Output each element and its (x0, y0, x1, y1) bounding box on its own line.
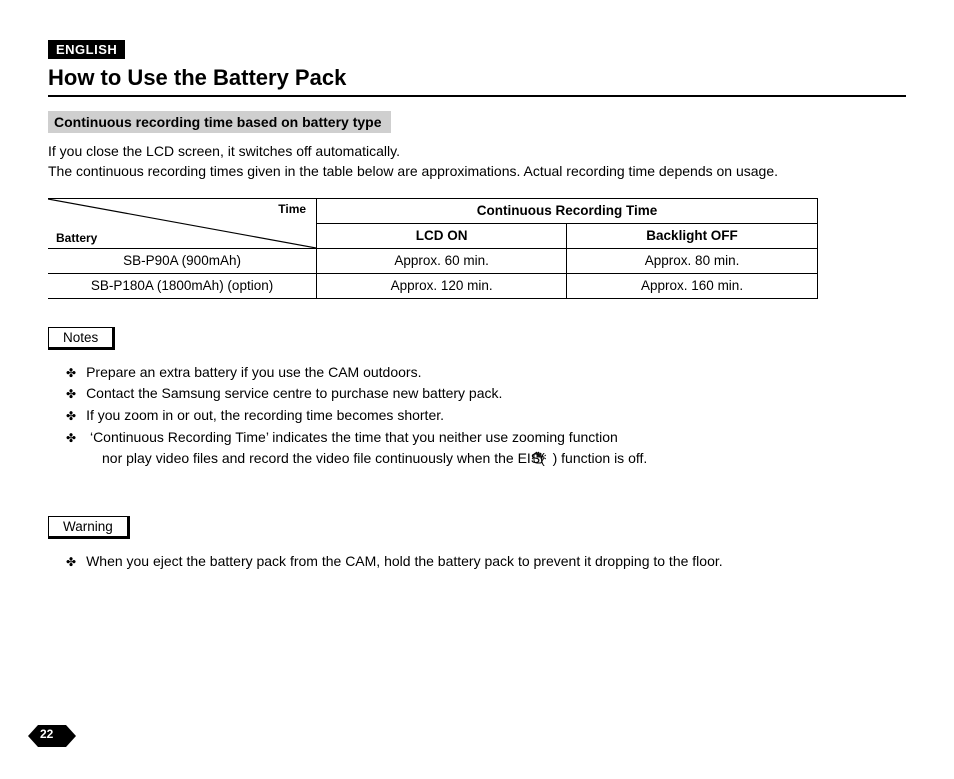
section-subheading: Continuous recording time based on batte… (48, 111, 391, 133)
list-item: Prepare an extra battery if you use the … (84, 362, 906, 384)
intro-paragraph: If you close the LCD screen, it switches… (48, 141, 906, 182)
table-cell-lcd: Approx. 60 min. (317, 248, 567, 273)
table-diag-cell: Time Battery (48, 198, 317, 248)
notes-list: Prepare an extra battery if you use the … (48, 362, 906, 472)
table-subheader-lcd: LCD ON (317, 223, 567, 248)
table-cell-battery: SB-P90A (900mAh) (48, 248, 317, 273)
table-cell-battery: SB-P180A (1800mAh) (option) (48, 273, 317, 298)
table-cell-lcd: Approx. 120 min. (317, 273, 567, 298)
list-item: Contact the Samsung service centre to pu… (84, 383, 906, 405)
note4-part2b: ) function is off. (553, 450, 648, 466)
language-tag: ENGLISH (48, 40, 125, 59)
note4-part2a: nor play video files and record the vide… (84, 450, 545, 466)
list-item: When you eject the battery pack from the… (84, 551, 906, 573)
table-diag-time-label: Time (278, 202, 306, 216)
list-item: If you zoom in or out, the recording tim… (84, 405, 906, 427)
page-number: 22 (40, 727, 53, 741)
intro-line-2: The continuous recording times given in … (48, 163, 778, 179)
table-cell-backlight: Approx. 160 min. (567, 273, 818, 298)
table-row: SB-P180A (1800mAh) (option) Approx. 120 … (48, 273, 818, 298)
table-row: SB-P90A (900mAh) Approx. 60 min. Approx.… (48, 248, 818, 273)
table-cell-backlight: Approx. 80 min. (567, 248, 818, 273)
table-diag-battery-label: Battery (56, 231, 97, 245)
table-group-header: Continuous Recording Time (317, 198, 818, 223)
page-number-flag: 22 (28, 725, 76, 747)
list-item: ‘Continuous Recording Time’ indicates th… (84, 427, 906, 472)
table-subheader-backlight: Backlight OFF (567, 223, 818, 248)
intro-line-1: If you close the LCD screen, it switches… (48, 143, 400, 159)
warning-label: Warning (48, 516, 130, 539)
notes-label: Notes (48, 327, 115, 350)
manual-page: ENGLISH How to Use the Battery Pack Cont… (0, 0, 954, 779)
page-title: How to Use the Battery Pack (48, 65, 906, 97)
warning-list: When you eject the battery pack from the… (48, 551, 906, 573)
note4-part1: ‘Continuous Recording Time’ indicates th… (90, 429, 618, 445)
recording-time-table: Time Battery Continuous Recording Time L… (48, 198, 818, 299)
